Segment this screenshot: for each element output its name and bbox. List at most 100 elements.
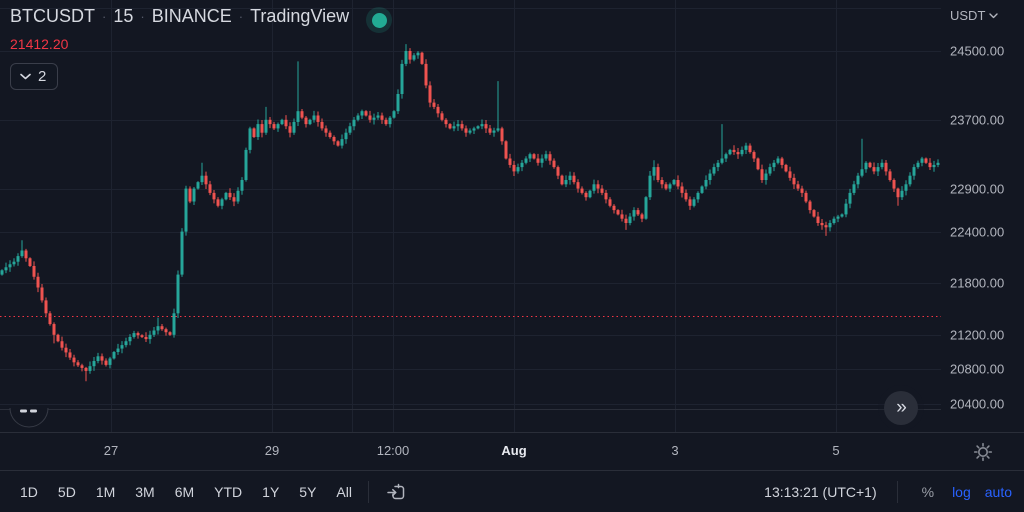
candle-body	[772, 162, 776, 168]
range-button-3m[interactable]: 3M	[135, 484, 155, 500]
candle-body	[432, 102, 436, 107]
candle-body	[548, 154, 552, 161]
time-axis[interactable]: 27 29 12:00 Aug 3 5	[0, 432, 1024, 471]
range-button-5y[interactable]: 5Y	[299, 484, 317, 500]
candle-body	[152, 330, 156, 335]
candle-body	[904, 184, 908, 191]
time-axis-label: 3	[671, 443, 679, 458]
candlestick-plot[interactable]	[0, 0, 941, 432]
candle-body	[528, 154, 532, 159]
range-button-ytd[interactable]: YTD	[214, 484, 243, 500]
candle-body	[268, 119, 272, 125]
tradingview-link[interactable]: TradingView	[250, 6, 350, 26]
candle-body	[348, 126, 352, 133]
candle-body	[108, 358, 112, 365]
price-axis-label: 23700.00	[950, 112, 1005, 128]
price-axis[interactable]: USDT 24500.00 23700.00 22900.00 22400.00 218…	[941, 0, 1024, 432]
pane-collapse-handle[interactable]	[9, 408, 49, 430]
candle-body	[288, 126, 292, 133]
chart-settings-gear-icon[interactable]	[972, 441, 994, 463]
candle-body	[636, 210, 640, 215]
candle-body	[408, 51, 412, 60]
go-to-realtime-button[interactable]: »	[884, 391, 918, 425]
candle-body	[600, 188, 604, 193]
go-to-date-button[interactable]	[383, 479, 409, 505]
candle-body	[224, 192, 228, 200]
range-button-1m[interactable]: 1M	[95, 484, 116, 500]
range-button-1d[interactable]: 1D	[20, 484, 38, 500]
range-button-1y[interactable]: 1Y	[262, 484, 280, 500]
candle-body	[552, 160, 556, 168]
auto-scale-button[interactable]: auto	[984, 484, 1012, 500]
candle-body	[412, 55, 416, 60]
candle-body	[936, 162, 940, 165]
time-axis-label: 12:00	[376, 443, 410, 458]
collapsed-indicators-button[interactable]: 2	[10, 63, 59, 90]
handle-dash-icon	[30, 409, 37, 413]
candle-body	[372, 117, 376, 120]
candle-body	[24, 250, 28, 259]
candle-body	[932, 164, 936, 168]
candle-body	[728, 149, 732, 155]
candle-body	[12, 261, 16, 265]
candle-body	[160, 326, 164, 330]
candle-body	[52, 324, 56, 335]
candle-body	[688, 199, 692, 206]
candle-body	[380, 115, 384, 120]
candle-body	[8, 264, 12, 268]
candle-body	[60, 341, 64, 348]
connection-status-button[interactable]	[366, 7, 392, 33]
clock-timezone-button[interactable]: 13:13:21 (UTC+1)	[764, 484, 877, 500]
range-button-5d[interactable]: 5D	[57, 484, 76, 500]
candle-body	[148, 334, 152, 340]
candle-body	[4, 267, 8, 271]
pane-separator[interactable]	[0, 409, 941, 410]
candle-body	[428, 85, 432, 103]
candle-body	[540, 158, 544, 163]
candle-body	[480, 124, 484, 127]
candle-body	[924, 158, 928, 163]
log-scale-button[interactable]: log	[952, 484, 971, 500]
candle-body	[96, 356, 100, 362]
price-axis-label: 21200.00	[950, 327, 1005, 343]
candle-body	[368, 115, 372, 120]
candle-body	[244, 149, 248, 180]
candle-body	[604, 192, 608, 200]
percent-scale-button[interactable]: %	[921, 484, 935, 500]
symbol-name[interactable]: BTCUSDT	[10, 6, 95, 26]
candle-body	[920, 158, 924, 163]
candle-body	[916, 162, 920, 168]
candle-body	[124, 341, 128, 346]
candle-body	[780, 158, 784, 165]
candle-body	[628, 216, 632, 223]
range-button-6m[interactable]: 6M	[174, 484, 195, 500]
candle-body	[584, 192, 588, 198]
interval-label[interactable]: 15	[113, 6, 134, 26]
candle-body	[588, 190, 592, 198]
candle-body	[700, 186, 704, 193]
candle-body	[928, 162, 932, 168]
last-price-readout: 21412.20	[10, 36, 69, 52]
candle-body	[496, 128, 500, 131]
exchange-label[interactable]: BINANCE	[151, 6, 232, 26]
price-axis-currency-dropdown[interactable]: USDT	[950, 8, 999, 23]
candle-body	[868, 162, 872, 168]
candle-body	[220, 199, 224, 206]
range-button-all[interactable]: All	[336, 484, 352, 500]
candle-body	[500, 128, 504, 142]
price-axis-label: 22400.00	[950, 224, 1005, 240]
candle-body	[36, 276, 40, 288]
candle-body	[764, 173, 768, 180]
candle-body	[732, 149, 736, 153]
candle-body	[672, 180, 676, 185]
candle-body	[556, 167, 560, 176]
candle-body	[80, 365, 84, 368]
candle-body	[84, 367, 88, 371]
candle-body	[308, 119, 312, 125]
candle-body	[256, 124, 260, 137]
candle-body	[468, 130, 472, 133]
candle-body	[140, 335, 144, 337]
collapsed-indicators-count: 2	[38, 68, 47, 85]
candle-body	[240, 180, 244, 191]
candle-body	[168, 332, 172, 335]
